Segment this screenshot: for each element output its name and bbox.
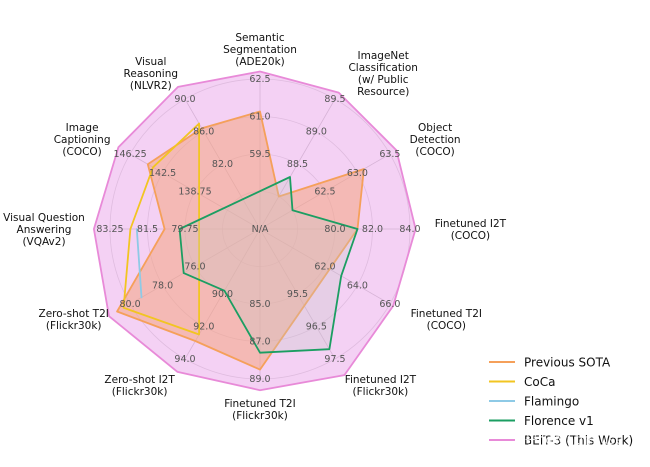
tick-label: 83.25	[96, 224, 123, 235]
tick-label: 80.0	[120, 299, 141, 310]
tick-label: 90.0	[174, 94, 195, 105]
legend-label: BEiT-3 (This Work)	[524, 434, 633, 448]
tick-label: 78.0	[152, 280, 173, 291]
tick-label: 62.5	[314, 187, 335, 198]
watermark-text: 知乎 @Mathmuse	[512, 432, 623, 448]
tick-label: 79.75	[171, 224, 198, 235]
axis-title: Image Captioning (COCO)	[54, 122, 111, 158]
axis-title: Finetuned T2I (COCO)	[411, 308, 482, 332]
axis-title: Visual Reasoning (NLVR2)	[124, 56, 179, 92]
tick-label: 97.5	[324, 354, 345, 365]
tick-label: 62.5	[249, 74, 270, 85]
tick-label: 92.0	[193, 321, 214, 332]
tick-label: 63.5	[379, 149, 400, 160]
axis-title: Visual Question Answering (VQAv2)	[3, 212, 85, 248]
tick-label: 62.0	[314, 262, 335, 273]
tick-label: 146.25	[113, 149, 146, 160]
series-florence-v1	[178, 176, 359, 354]
tick-label: 89.0	[249, 374, 270, 385]
axis-title: Semantic Segmentation (ADE20k)	[223, 32, 297, 68]
axis-title: Object Detection (COCO)	[410, 122, 461, 158]
series-coca	[122, 122, 201, 336]
radar-labels: 59.5 61.0 62.5 88.5 89.0 89.5 62.5 63.0 63.5 80.0…	[3, 32, 507, 422]
tick-label: 87.0	[249, 337, 270, 348]
tick-label: 89.5	[324, 94, 345, 105]
tick-label: 64.0	[347, 280, 368, 291]
tick-label: 96.5	[306, 321, 327, 332]
tick-label: 80.0	[324, 224, 345, 235]
tick-label: 88.5	[287, 159, 308, 170]
tick-label: 94.0	[174, 354, 195, 365]
tick-label: 61.0	[249, 112, 270, 123]
tick-label: 81.5	[137, 224, 158, 235]
tick-label: 142.5	[149, 168, 176, 179]
radar-series	[93, 70, 417, 392]
center-label: N/A	[252, 224, 269, 235]
tick-label: 138.75	[178, 187, 211, 198]
tick-label: 66.0	[379, 299, 400, 310]
tick-label: 89.0	[306, 127, 327, 138]
tick-label: 85.0	[249, 299, 270, 310]
tick-label: 90.0	[212, 289, 233, 300]
series-flamingo	[135, 228, 143, 299]
tick-label: 76.0	[184, 262, 205, 273]
legend: Previous SOTA CoCa Flamingo Florence v1 BEiT…	[489, 356, 633, 448]
tick-label: 82.0	[212, 159, 233, 170]
axis-title: Zero-shot T2I (Flickr30k)	[39, 308, 109, 332]
tick-label: 95.5	[287, 289, 308, 300]
series-previous-sota	[116, 110, 365, 371]
axis-title: Zero-shot I2T (Flickr30k)	[104, 374, 175, 398]
legend-label: CoCa	[524, 375, 555, 389]
legend-label: Florence v1	[524, 414, 594, 428]
legend-label: Previous SOTA	[524, 356, 611, 370]
axis-title: ImageNet Classification (w/ Public Resource…	[348, 50, 417, 98]
tick-label: 84.0	[399, 224, 420, 235]
axis-title: Finetuned I2T (COCO)	[435, 218, 507, 242]
axis-title: Finetuned I2T (Flickr30k)	[345, 374, 417, 398]
tick-label: 86.0	[193, 127, 214, 138]
tick-label: 82.0	[362, 224, 383, 235]
legend-label: Flamingo	[524, 395, 579, 409]
tick-label: 59.5	[249, 149, 270, 160]
axis-title: Finetuned T2I (Flickr30k)	[224, 398, 295, 422]
tick-label: 63.0	[347, 168, 368, 179]
